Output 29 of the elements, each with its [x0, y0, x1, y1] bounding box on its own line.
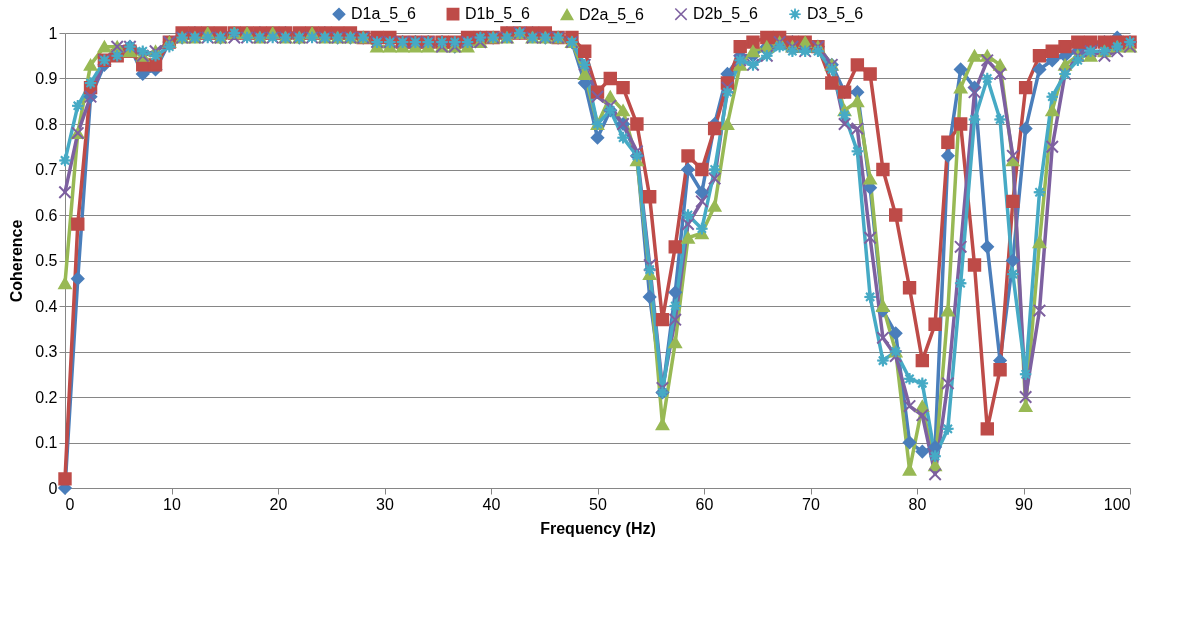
x-tick-label: 10	[163, 495, 181, 513]
x-tick-label: 100	[1103, 495, 1131, 513]
x-tick-label: 0	[65, 495, 75, 513]
y-tick-label: 0	[48, 479, 58, 497]
y-tick-label: 1	[48, 24, 58, 42]
y-tick-label: 0.6	[35, 206, 58, 224]
y-tick-label: 0.4	[35, 297, 58, 315]
x-tick-label: 50	[589, 495, 607, 513]
legend-label: D1b_5_6	[465, 5, 531, 24]
x-tick-label: 60	[695, 495, 714, 513]
y-tick-label: 0.1	[35, 434, 58, 451]
legend-label: D2a_5_6	[579, 5, 645, 24]
legend-label: D2b_5_6	[693, 5, 759, 24]
x-axis-title: Frequency (Hz)	[540, 519, 656, 537]
x-tick-label: 70	[802, 495, 820, 513]
x-tick-label: 30	[376, 495, 394, 513]
y-tick-label: 0.2	[35, 388, 58, 406]
y-tick-label: 0.7	[35, 161, 58, 178]
legend-label: D1a_5_6	[351, 5, 417, 24]
y-tick-label: 0.5	[35, 252, 58, 269]
x-tick-label: 90	[1015, 495, 1033, 513]
x-tick-label: 20	[269, 495, 288, 513]
y-tick-label: 0.3	[35, 343, 58, 360]
legend-label: D3_5_6	[807, 5, 864, 24]
x-tick-label: 40	[482, 495, 501, 513]
y-axis-title: Coherence	[8, 219, 26, 303]
x-tick-label: 80	[908, 495, 927, 513]
y-tick-label: 0.9	[35, 70, 58, 87]
y-tick-label: 0.8	[35, 115, 58, 133]
